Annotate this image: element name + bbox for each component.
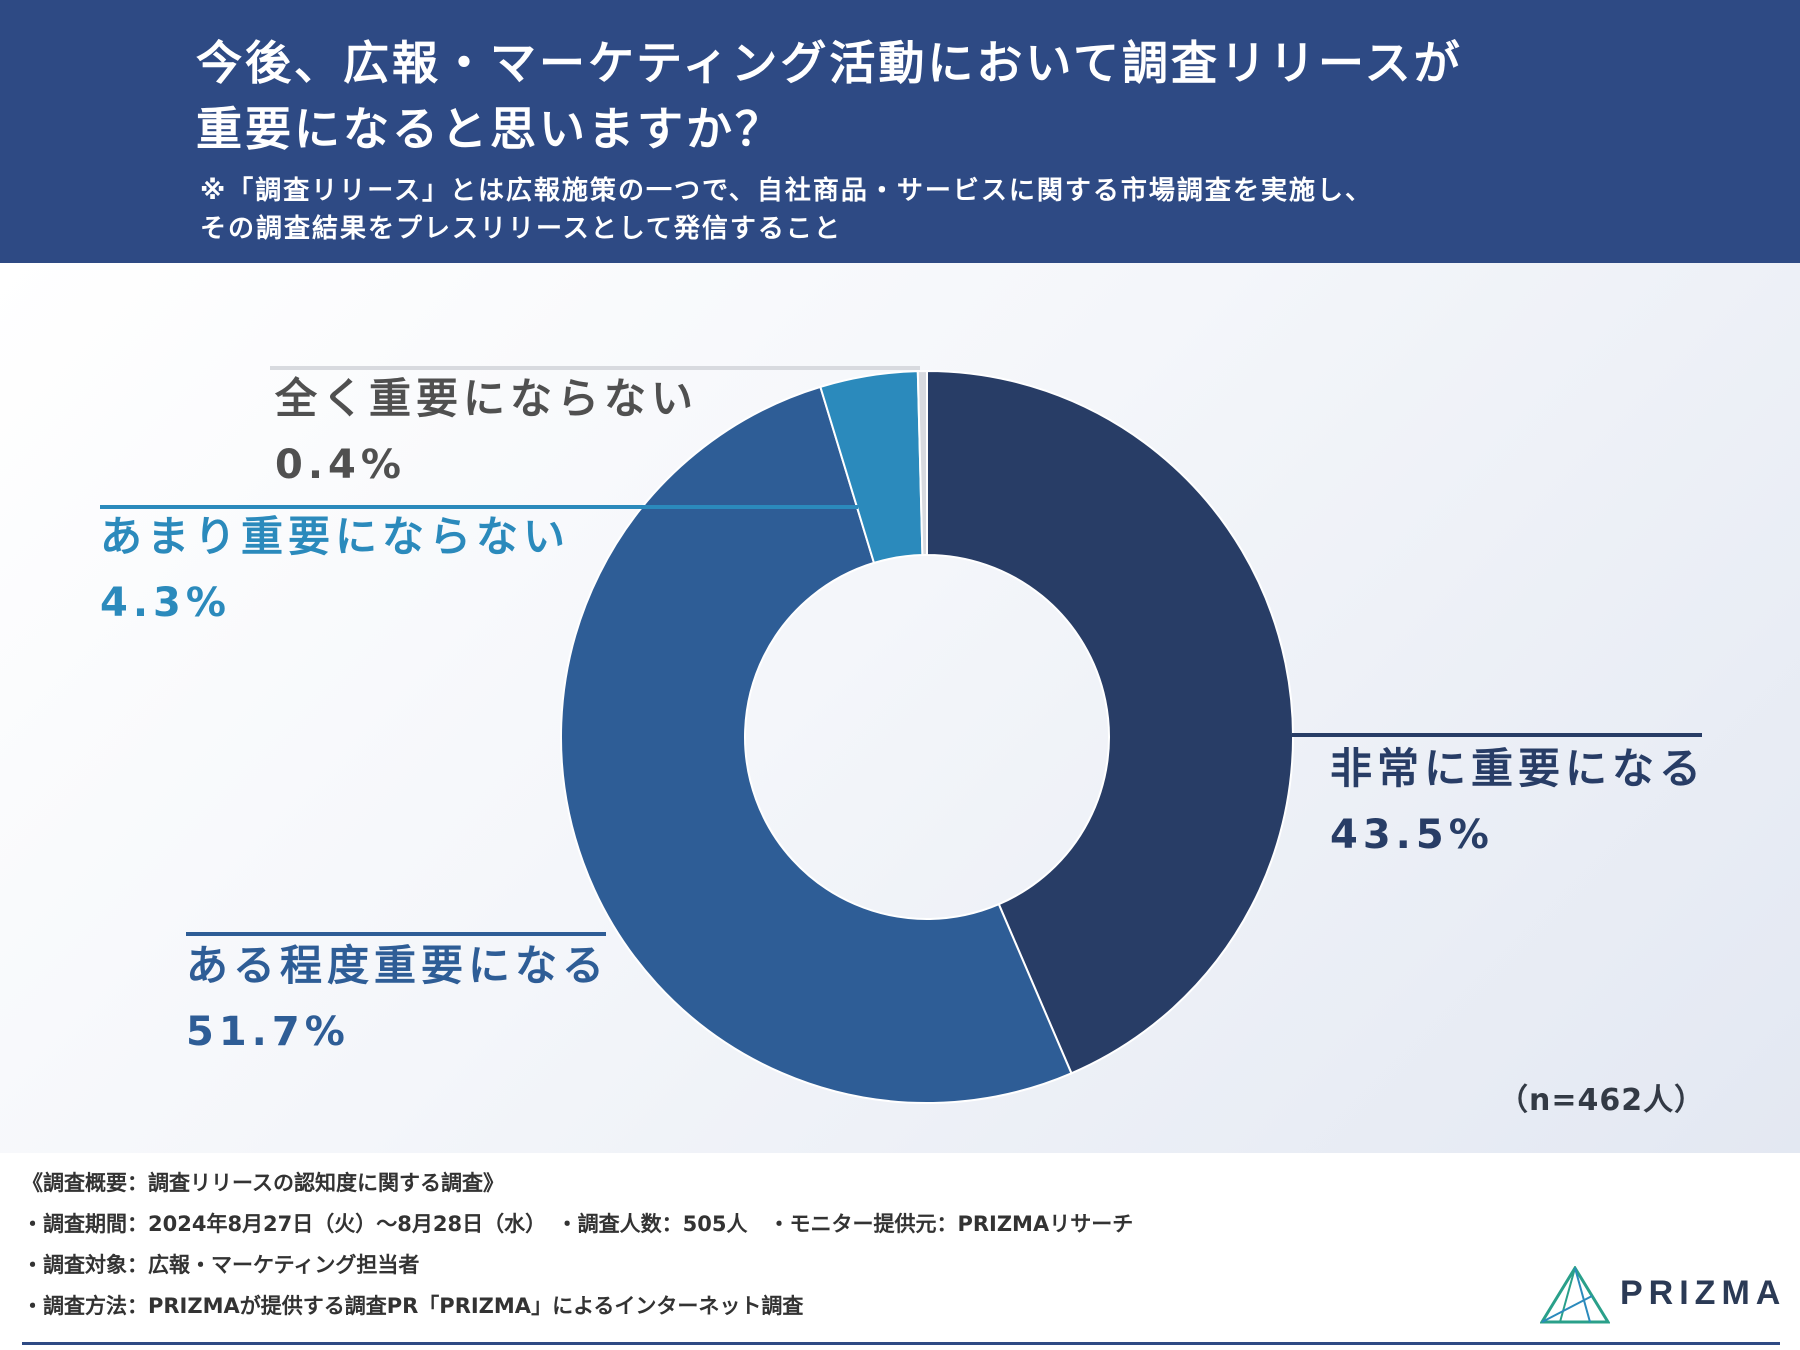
category-name: あまり重要にならない (100, 512, 571, 561)
leader-line-very-important (1292, 733, 1702, 737)
slice-not-important-at-all (916, 369, 928, 557)
prizma-logo: PRIZMA (1539, 1265, 1787, 1326)
survey-method: ・調査方法：PRIZMAが提供する調査PR「PRIZMA」によるインターネット調… (22, 1294, 804, 1318)
survey-target: ・調査対象：広報・マーケティング担当者 (22, 1253, 420, 1277)
title-line-2: 重要になると思いますか？ (196, 102, 784, 156)
label-very-important: 非常に重要になる 43.5% (1330, 743, 1706, 861)
prizma-logo-text: PRIZMA (1620, 1274, 1787, 1312)
definition-note: ※「調査リリース」とは広報施策の一つで、自社商品・サービスに関する市場調査を実施… (200, 172, 1700, 248)
category-name: 全く重要にならない (275, 374, 699, 423)
slice-somewhat-important (560, 385, 1073, 1104)
slice-very-important (926, 369, 1294, 1075)
label-not-important-at-all: 全く重要にならない 0.4% (275, 373, 698, 491)
label-not-very-important: あまり重要にならない 4.3% (100, 511, 570, 629)
note-line-2: その調査結果をプレスリリースとして発信すること (200, 214, 842, 244)
category-value: 0.4% (275, 442, 406, 488)
category-value: 4.3% (100, 580, 231, 626)
survey-period: ・調査期間：2024年8月27日（火）〜8月28日（水） ・調査人数：505人 … (22, 1212, 1134, 1236)
survey-footer: 《調査概要：調査リリースの認知度に関する調査》 ・調査期間：2024年8月27日… (0, 1153, 1800, 1350)
leader-line-not-important-at-all (270, 366, 920, 370)
question-title: 今後、広報・マーケティング活動において調査リリースが 重要になると思いますか？ (196, 30, 1696, 162)
header-banner: 今後、広報・マーケティング活動において調査リリースが 重要になると思いますか？ … (0, 0, 1800, 263)
leader-line-not-very-important (100, 505, 858, 509)
label-somewhat-important: ある程度重要になる 51.7% (186, 940, 609, 1058)
note-line-1: ※「調査リリース」とは広報施策の一つで、自社商品・サービスに関する市場調査を実施… (200, 176, 1373, 206)
survey-summary: 《調査概要：調査リリースの認知度に関する調査》 (22, 1171, 504, 1195)
category-name: 非常に重要になる (1330, 744, 1707, 793)
category-name: ある程度重要になる (186, 941, 610, 990)
sample-size-note: （n=462人） (1498, 1083, 1706, 1118)
chart-area: 非常に重要になる 43.5% ある程度重要になる 51.7% あまり重要にならな… (0, 263, 1800, 1153)
category-value: 43.5% (1330, 812, 1494, 858)
title-line-1: 今後、広報・マーケティング活動において調査リリースが (196, 36, 1463, 90)
footer-rule (22, 1342, 1780, 1345)
category-value: 51.7% (186, 1009, 350, 1055)
leader-line-somewhat-important (186, 932, 606, 936)
prizma-logo-icon (1539, 1265, 1611, 1324)
donut-chart (560, 369, 1294, 1104)
